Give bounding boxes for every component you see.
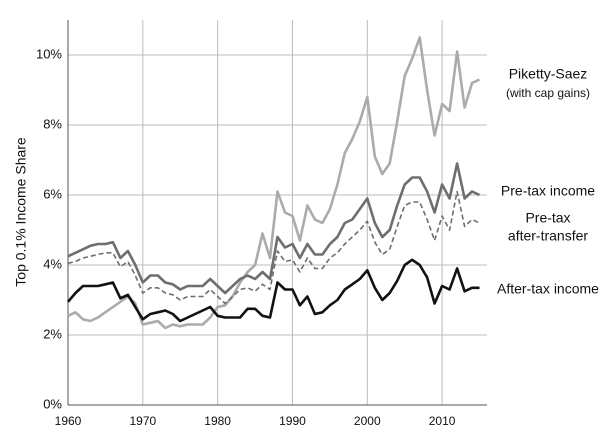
series-label: after-transfer xyxy=(508,228,588,244)
x-tick-label: 1960 xyxy=(55,414,82,428)
y-tick-label: 8% xyxy=(43,116,62,131)
series-label: After-tax income xyxy=(497,281,599,297)
y-tick-label: 6% xyxy=(43,186,62,201)
x-tick-label: 2000 xyxy=(354,414,381,428)
series-line xyxy=(67,36,481,330)
x-tick-label: 1990 xyxy=(279,414,306,428)
series-line xyxy=(67,162,481,295)
series-line xyxy=(67,190,480,305)
series-label: (with cap gains) xyxy=(506,86,590,100)
y-tick-label: 4% xyxy=(43,256,62,271)
series-label: Pre-tax xyxy=(525,210,570,226)
x-tick-label: 1980 xyxy=(204,414,231,428)
y-axis-label: Top 0.1% Income Share xyxy=(13,137,29,287)
x-tick-label: 2010 xyxy=(429,414,456,428)
series-label: Pre-tax income xyxy=(501,183,595,199)
series-line xyxy=(67,258,480,323)
y-tick-label: 2% xyxy=(43,326,62,341)
x-tick-label: 1970 xyxy=(129,414,156,428)
y-tick-label: 10% xyxy=(36,46,62,61)
y-tick-label: 0% xyxy=(43,396,62,411)
series-label: Piketty-Saez xyxy=(509,66,588,82)
